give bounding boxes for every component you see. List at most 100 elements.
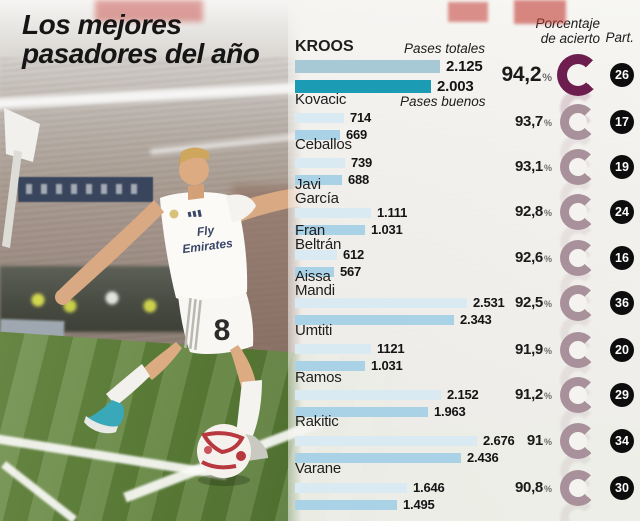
player-name: Ramos <box>295 369 342 386</box>
bar-pases-buenos <box>295 499 397 510</box>
matches-played-badge: 26 <box>610 63 634 87</box>
value-pases-totales: 714 <box>350 110 372 125</box>
bar-pases-buenos <box>295 266 334 277</box>
matches-played-badge: 29 <box>610 383 634 407</box>
accuracy-percent: 91,9% <box>514 341 552 358</box>
value-pases-totales: 2.676 <box>483 433 515 448</box>
corner-flag-pole <box>2 150 22 248</box>
player-name: Javi García <box>295 176 339 207</box>
player-stats: 93,1% 19 <box>480 149 634 215</box>
value-pases-buenos: 1.031 <box>371 358 403 373</box>
value-pases-buenos: 2.436 <box>467 450 499 465</box>
matches-played-badge: 34 <box>610 429 634 453</box>
bar-pases-buenos <box>295 129 340 140</box>
ad-board-red <box>95 0 203 22</box>
accuracy-percent: 90,8% <box>514 479 552 496</box>
accuracy-ring-icon <box>560 285 596 321</box>
matches-played-badge: 20 <box>610 338 634 362</box>
player-row: Rakitic 2.676 2.436 <box>295 414 640 465</box>
player-stats: 92,6% 16 <box>480 240 634 306</box>
bar-pases-totales <box>295 60 440 73</box>
bar-pases-totales <box>295 343 371 354</box>
player-row: Ceballos 739 688 <box>295 136 640 187</box>
player-name: Varane <box>295 460 342 477</box>
player-name: KROOS <box>295 38 354 55</box>
player-stats: 91,9% 20 <box>480 332 634 398</box>
ad-board-red <box>448 2 488 22</box>
accuracy-ring-icon <box>560 470 596 506</box>
bar-pases-buenos <box>295 360 365 371</box>
bar-pases-totales <box>295 157 345 168</box>
accuracy-percent: 92,6% <box>514 249 552 266</box>
player-name: Umtiti <box>295 322 333 339</box>
value-pases-buenos: 1.031 <box>371 222 403 237</box>
bar-pases-totales <box>295 112 344 123</box>
value-pases-buenos: 688 <box>348 172 370 187</box>
player-row: Fran Beltrán 612 567 <box>295 222 640 279</box>
bar-pases-buenos <box>295 452 461 463</box>
player-stats: 91% 34 <box>480 423 634 489</box>
accuracy-ring-reflection <box>560 500 596 521</box>
player-stats: 92,5% 36 <box>480 285 634 351</box>
accuracy-percent: 92,8% <box>514 203 552 220</box>
page-title: Los mejores pasadores del año <box>22 9 260 69</box>
bar-pases-totales <box>295 482 407 493</box>
title-line1: Los mejores <box>22 9 182 40</box>
accuracy-ring-icon <box>560 423 596 459</box>
legend-pases-totales: Pases totales <box>404 41 486 56</box>
value-pases-buenos: 1.963 <box>434 404 466 419</box>
accuracy-percent: 93,1% <box>514 158 552 175</box>
value-pases-buenos: 2.003 <box>437 78 474 95</box>
bar-pases-totales <box>295 435 477 446</box>
player-row: Umtiti 1121 1.031 <box>295 322 640 373</box>
player-stats: 91,2% 29 <box>480 377 634 443</box>
value-pases-totales: 1121 <box>377 341 405 356</box>
player-name: Aissa Mandi <box>295 268 335 299</box>
player-row: Aissa Mandi 2.531 2.343 <box>295 268 640 327</box>
value-pases-totales: 1.646 <box>413 480 445 495</box>
legend-pases-buenos: Pases buenos <box>400 94 486 109</box>
matches-played-badge: 30 <box>610 476 634 500</box>
value-pases-totales: 2.531 <box>473 295 505 310</box>
value-pases-totales: 2.125 <box>446 58 483 75</box>
player-row: KROOS 2.125 2.003 <box>295 38 640 95</box>
player-stats: 92,8% 24 <box>480 194 634 260</box>
value-pases-totales: 2.152 <box>447 387 479 402</box>
accuracy-percent: 91,2% <box>514 386 552 403</box>
player-row: Kovacic 714 669 <box>295 91 640 142</box>
value-pases-buenos: 2.343 <box>460 312 492 327</box>
matches-played-badge: 19 <box>610 155 634 179</box>
value-pases-totales: 1.111 <box>377 205 408 220</box>
player-stats: 90,8% 30 <box>480 470 634 521</box>
shirt-sponsor-line2: Emirates <box>181 236 233 256</box>
value-pases-buenos: 669 <box>346 127 368 142</box>
value-pases-totales: 739 <box>351 155 373 170</box>
player-name: Fran Beltrán <box>295 222 342 253</box>
player-name: Kovacic <box>295 91 347 108</box>
matches-played-badge: 36 <box>610 291 634 315</box>
bar-pases-totales <box>295 389 441 400</box>
player-row: Javi García 1.111 1.031 <box>295 176 640 237</box>
accuracy-percent: 91% <box>526 432 552 449</box>
shirt-sponsor-line1: Fly <box>196 223 216 239</box>
accuracy-percent: 94,2% <box>501 63 552 86</box>
matches-played-badge: 16 <box>610 246 634 270</box>
player-illustration: Fly Emirates 8 <box>2 108 300 486</box>
bar-pases-buenos <box>295 80 431 93</box>
led-ad-board <box>18 177 153 202</box>
chart-panel: Porcentaje de acierto Part. Pases totale… <box>288 0 640 521</box>
player-name: Ceballos <box>295 136 352 153</box>
title-line2: pasadores del año <box>22 38 260 69</box>
player-row: Ramos 2.152 1.963 <box>295 369 640 419</box>
matches-played-badge: 24 <box>610 200 634 224</box>
value-pases-buenos: 567 <box>340 264 362 279</box>
accuracy-percent: 93,7% <box>514 113 552 130</box>
player-row: Varane 1.646 1.495 <box>295 460 640 512</box>
bar-pases-buenos <box>295 224 365 235</box>
ad-board-red <box>514 0 566 24</box>
bar-pases-buenos <box>295 314 454 325</box>
corner-flag <box>4 108 40 162</box>
value-pases-buenos: 1.495 <box>403 497 435 512</box>
bar-pases-buenos <box>295 406 428 417</box>
